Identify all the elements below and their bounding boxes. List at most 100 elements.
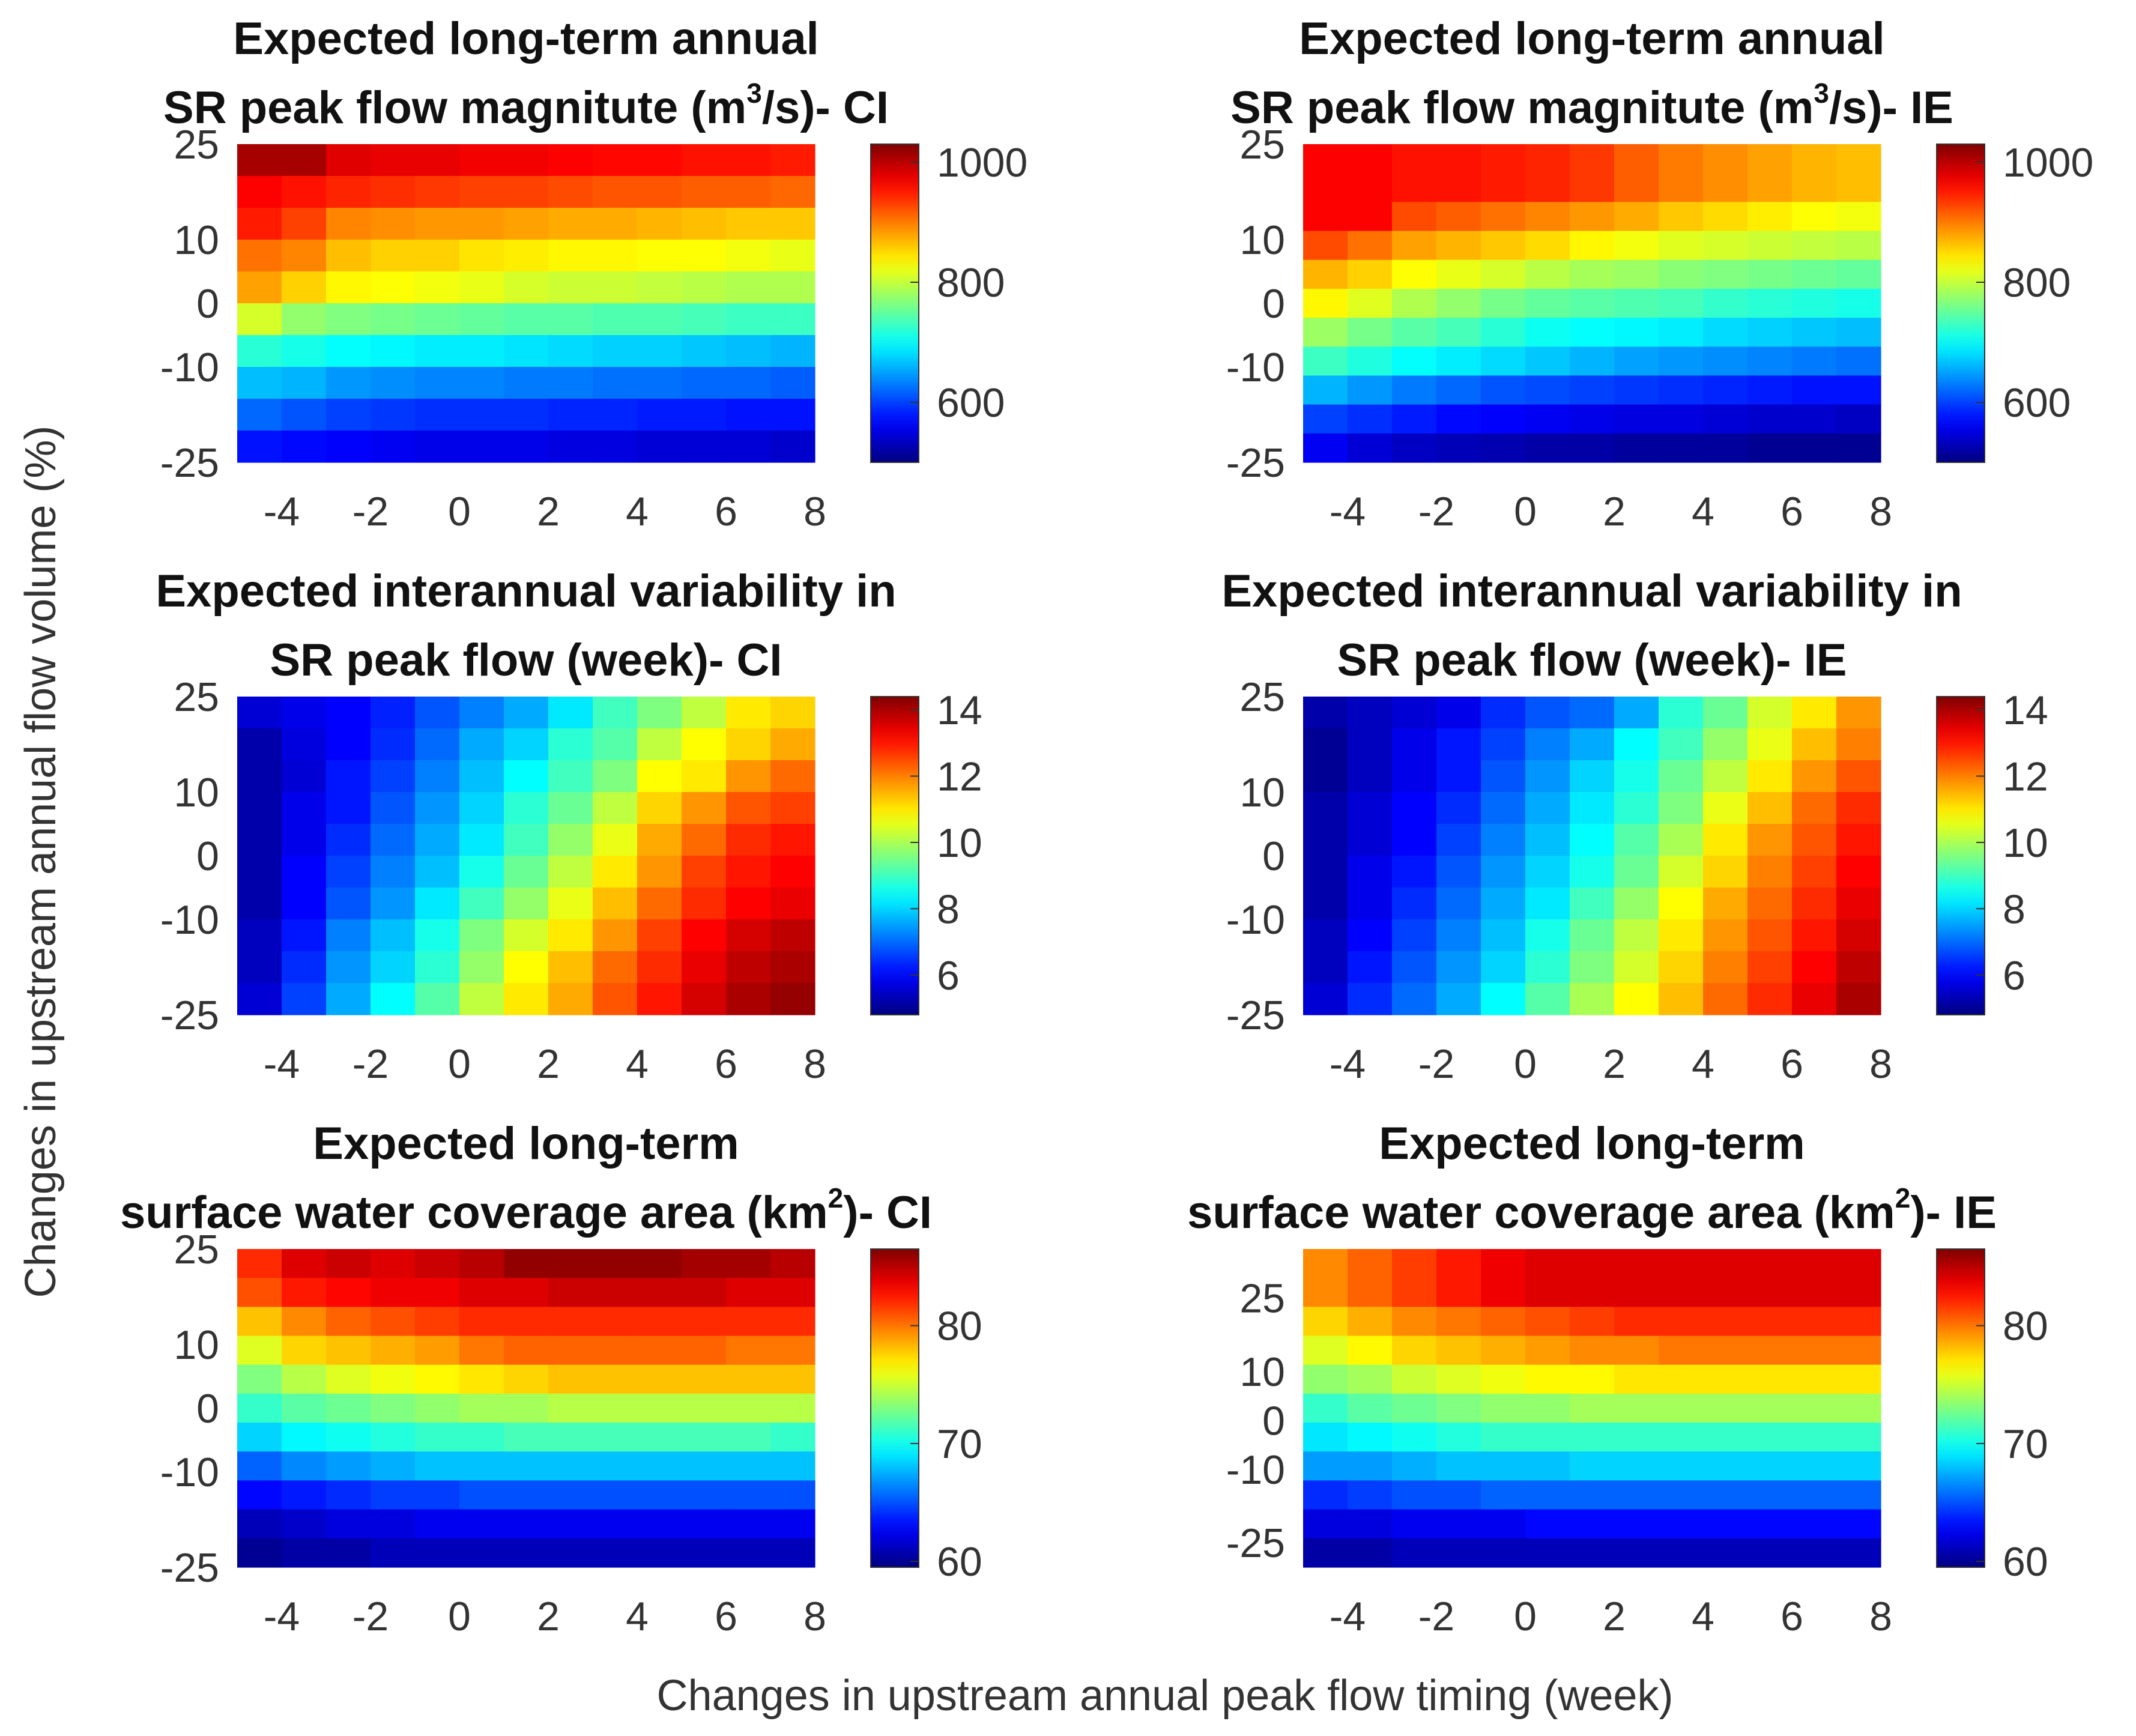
heatmap-cell: [1436, 288, 1481, 318]
heatmap-cell: [504, 951, 549, 984]
heatmap-cell: [1392, 1451, 1437, 1481]
heatmap-cell: [504, 697, 549, 729]
heatmap-cell: [637, 888, 682, 920]
y-tick-label: 0: [1262, 281, 1285, 327]
x-tick-label: 0: [1514, 1041, 1537, 1087]
heatmap-cell: [1348, 433, 1393, 463]
heatmap-cell: [237, 888, 282, 920]
heatmap-cell: [371, 951, 416, 984]
heatmap-cell: [237, 1364, 282, 1394]
panel-title-line2-main: SR peak flow magnitute (m: [163, 82, 746, 133]
heatmap-cell: [1303, 1480, 1348, 1510]
heatmap-cell: [637, 983, 682, 1015]
heatmap-cell: [1659, 856, 1704, 888]
heatmap-cell: [326, 367, 371, 399]
heatmap-cell: [1392, 1423, 1437, 1452]
heatmap-cell: [637, 431, 682, 463]
heatmap-cell: [1481, 1249, 1526, 1278]
heatmap-cell: [682, 399, 727, 431]
heatmap-cell: [770, 1249, 815, 1278]
heatmap-cell: [1792, 1249, 1837, 1278]
heatmap-cell: [637, 1307, 682, 1337]
x-tick-label: 4: [626, 1594, 649, 1639]
heatmap-cell: [1303, 231, 1348, 261]
heatmap-cell: [371, 1364, 416, 1394]
heatmap-cell: [682, 792, 727, 824]
heatmap-cell: [1481, 1393, 1526, 1423]
heatmap-cell: [682, 240, 727, 272]
heatmap-cell: [1303, 259, 1348, 289]
heatmap-cell: [726, 1538, 771, 1568]
heatmap-cell: [1392, 288, 1437, 318]
heatmap-cell: [1747, 1509, 1793, 1539]
heatmap-cell: [459, 1249, 504, 1278]
heatmap-cell: [371, 1393, 416, 1423]
heatmap-cell: [282, 367, 327, 399]
heatmap-cell: [326, 1335, 371, 1366]
heatmap-cell: [326, 208, 371, 240]
heatmap-cell: [770, 1538, 815, 1568]
heatmap-cell: [1792, 983, 1837, 1015]
y-tick-label: -10: [160, 345, 219, 390]
heatmap-cell: [1436, 404, 1481, 434]
x-tick-label: -4: [264, 489, 300, 534]
heatmap-cell: [1703, 318, 1748, 347]
heatmap-cell: [504, 1538, 549, 1568]
heatmap-cell: [682, 1393, 727, 1423]
heatmap-cell: [770, 303, 815, 336]
heatmap-cell: [682, 1480, 727, 1510]
x-tick-label: 8: [1869, 1594, 1892, 1639]
heatmap-cell: [593, 888, 638, 920]
heatmap-cell: [1792, 1509, 1837, 1539]
colorbar-tick-label: 10: [2003, 820, 2048, 866]
heatmap-cell: [459, 1307, 504, 1337]
colorbar: [870, 1248, 919, 1568]
heatmap-cell: [282, 1423, 327, 1452]
heatmap-cell: [504, 271, 549, 304]
heatmap-cell: [1436, 259, 1481, 289]
heatmap-cell: [371, 335, 416, 367]
y-tick-label: -10: [1226, 1447, 1285, 1493]
heatmap-cell: [282, 1335, 327, 1366]
heatmap-cell: [282, 399, 327, 431]
heatmap-cell: [1436, 173, 1481, 202]
heatmap-cell: [326, 697, 371, 729]
heatmap-cell: [282, 983, 327, 1015]
heatmap-cell: [726, 1480, 771, 1510]
heatmap-cell: [1659, 288, 1704, 318]
heatmap-cell: [1436, 824, 1481, 856]
heatmap-cell: [1836, 318, 1881, 347]
x-tick-label: -2: [1418, 489, 1454, 534]
heatmap-cell: [415, 1249, 460, 1278]
x-tick-label: 2: [537, 1594, 560, 1639]
y-tick-label: 0: [196, 833, 219, 879]
heatmap-cell: [1392, 919, 1437, 952]
heatmap-cell: [1481, 433, 1526, 463]
heatmap-cell: [1792, 856, 1837, 888]
heatmap-cell: [1436, 202, 1481, 232]
heatmap-cell: [1570, 1538, 1615, 1568]
heatmap-cell: [1836, 288, 1881, 318]
heatmap-cell: [1303, 856, 1348, 888]
heatmap-cell: [1792, 144, 1837, 174]
heatmap-cell: [1747, 231, 1793, 261]
heatmap-cell: [1525, 404, 1570, 434]
heatmap-cell: [726, 919, 771, 952]
heatmap-cell: [1481, 1278, 1526, 1307]
heatmap-cell: [726, 1364, 771, 1394]
heatmap-cell: [1614, 951, 1659, 984]
heatmap-cell: [504, 983, 549, 1015]
heatmap-cell: [1792, 375, 1837, 405]
heatmap-cell: [1614, 231, 1659, 261]
heatmap-cell: [1703, 1451, 1748, 1481]
x-tick-label: 8: [803, 1594, 826, 1639]
heatmap-cell: [637, 856, 682, 888]
heatmap-cell: [1436, 375, 1481, 405]
heatmap-cell: [726, 824, 771, 856]
heatmap-cell: [1747, 1364, 1793, 1394]
heatmap-cell: [459, 176, 504, 208]
heatmap-cell: [770, 335, 815, 367]
heatmap-cell: [593, 335, 638, 367]
heatmap-cell: [1348, 951, 1393, 984]
